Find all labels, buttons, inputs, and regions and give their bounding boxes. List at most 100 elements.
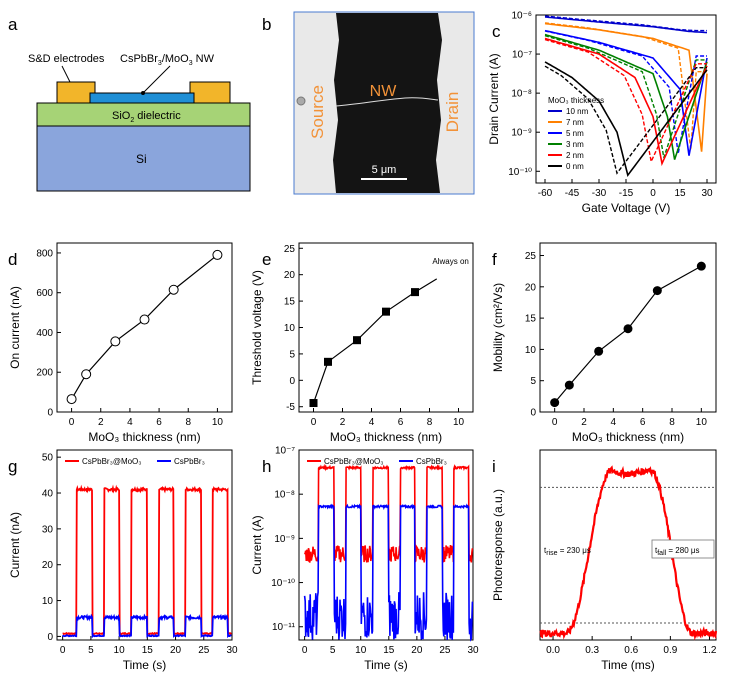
x-tick-label-d: 4: [127, 417, 133, 428]
y-tick-label-h: 10⁻⁷: [275, 446, 295, 457]
panel-label-g: g: [8, 457, 17, 476]
scale-bar-label: 5 μm: [372, 164, 397, 176]
rise-time-label: trise = 230 μs: [544, 546, 591, 557]
y-tick-label-d: 400: [36, 328, 53, 339]
plot-frame-e: [298, 242, 474, 413]
series-line-f: [554, 265, 702, 403]
y-tick-label-h: 10⁻⁹: [274, 534, 295, 545]
legend-label-c-3: 3 nm: [566, 140, 584, 149]
x-tick-label-e: 8: [427, 417, 433, 428]
y-tick-label-d: 600: [36, 288, 53, 299]
y-tick-label-e: 15: [284, 297, 296, 308]
data-point-e: [324, 357, 332, 366]
panel-label-i: i: [492, 457, 496, 476]
y-tick-label-f: 15: [525, 314, 537, 325]
x-tick-label-i: 0.6: [624, 645, 638, 656]
y-tick-label-g: 50: [42, 453, 54, 464]
y-axis-label-d: On current (nA): [8, 286, 22, 369]
series-dashed-c-0: [544, 15, 707, 32]
panel-label-f: f: [492, 250, 497, 269]
y-tick-label-h: 10⁻¹¹: [272, 622, 296, 633]
series-line-d: [71, 254, 218, 400]
legend-label-g-1: CsPbBr₃: [174, 457, 205, 466]
y-tick-label-e: 0: [289, 376, 295, 387]
y-tick-label-f: 10: [525, 345, 537, 356]
panel-label-d: d: [8, 250, 17, 269]
x-tick-label-g: 25: [198, 645, 210, 656]
y-axis-label-e: Threshold voltage (V): [250, 270, 264, 385]
x-tick-label-e: 10: [453, 417, 465, 428]
panel-i: i Time (ms) Photoresponse (a.u.) 0.0 0.3 0.6 0…: [491, 449, 718, 672]
plot-frame-g: [56, 449, 233, 641]
y-tick-label-f: 5: [530, 376, 536, 387]
y-tick-label-f: 20: [525, 282, 537, 293]
x-tick-label-h: 15: [383, 645, 395, 656]
y-tick-label-c: 10⁻⁹: [511, 128, 532, 139]
x-tick-label-e: 2: [340, 417, 346, 428]
x-axis-label-d: MoO₃ thickness (nm): [88, 430, 200, 444]
surface-particle: [296, 96, 306, 106]
x-tick-label-f: 10: [696, 417, 708, 428]
panel-d: d MoO₃ thickness (nm) On current (nA) 0 2 4 6 8…: [8, 242, 233, 444]
plot-frame-h: [298, 449, 474, 641]
panel-h: h Time (s) Current (A) 0 5 10 15 20 25 30 10⁻¹¹ 10⁻…: [250, 446, 479, 673]
data-point-d: [110, 336, 121, 347]
plot-frame-i: [539, 449, 717, 641]
x-tick-label-d: 0: [69, 417, 75, 428]
data-point-d: [66, 394, 77, 405]
y-tick-label-e: 25: [284, 244, 296, 255]
x-tick-label-h: 20: [411, 645, 423, 656]
x-tick-label-e: 6: [398, 417, 404, 428]
data-point-e: [309, 399, 318, 408]
dielectric-label: SiO2 dielectric: [112, 110, 181, 124]
y-axis-label-f: Mobility (cm²/Vs): [491, 283, 505, 372]
data-point-d: [139, 314, 150, 325]
data-point-f: [696, 261, 706, 271]
x-tick-label-c: 15: [674, 188, 686, 199]
y-tick-label-e: -5: [286, 402, 295, 413]
x-axis-label-i: Time (ms): [601, 658, 655, 672]
legend-label-c-4: 2 nm: [566, 151, 584, 160]
data-point-d: [212, 249, 223, 260]
x-tick-label-c: -30: [592, 188, 607, 199]
x-axis-label-g: Time (s): [123, 658, 167, 672]
x-tick-label-g: 10: [114, 645, 126, 656]
x-tick-label-g: 30: [226, 645, 238, 656]
y-tick-label-e: 10: [284, 323, 296, 334]
x-tick-label-g: 0: [60, 645, 66, 656]
series-line-c-4: [544, 37, 708, 167]
fall-time-label: tfall = 280 μs: [655, 546, 699, 557]
legend-title-c: MoO₃ thickness: [548, 96, 604, 105]
plot-frame-f: [539, 242, 717, 413]
x-tick-label-i: 0.3: [585, 645, 599, 656]
data-point-d: [81, 369, 92, 380]
x-tick-label-h: 5: [330, 645, 336, 656]
x-tick-label-d: 10: [212, 417, 224, 428]
data-point-f: [623, 324, 633, 334]
legend-label-c-5: 0 nm: [566, 162, 584, 171]
panel-f: f MoO₃ thickness (nm) Mobility (cm²/Vs) 0 2 4…: [491, 242, 717, 444]
y-axis-label-g: Current (nA): [8, 512, 22, 578]
y-tick-label-e: 20: [284, 270, 296, 281]
y-axis-label-h: Current (A): [250, 515, 264, 574]
y-tick-label-g: 0: [47, 632, 53, 643]
x-tick-label-i: 0.0: [546, 645, 560, 656]
data-point-d: [168, 284, 179, 295]
series-line-c-3: [544, 33, 708, 160]
series-line-i: [539, 465, 718, 641]
data-point-f: [550, 398, 560, 408]
x-tick-label-c: -45: [565, 188, 580, 199]
electrodes-label: S&D electrodes: [28, 53, 105, 65]
panel-label-b: b: [262, 15, 271, 34]
y-tick-label-g: 20: [42, 560, 54, 571]
y-tick-label-f: 25: [525, 251, 537, 262]
x-tick-label-f: 0: [552, 417, 558, 428]
panel-e: e MoO₃ thickness (nm) Threshold voltage (V…: [250, 242, 474, 444]
panel-label-a: a: [8, 15, 18, 34]
x-tick-label-h: 0: [302, 645, 308, 656]
y-tick-label-e: 5: [289, 349, 295, 360]
y-tick-label-c: 10⁻¹⁰: [508, 167, 532, 178]
legend-label-h-0: CsPbBr₃@MoO₃: [324, 457, 384, 466]
panel-label-h: h: [262, 457, 271, 476]
panel-a: a S&D electrodes CsPbBr3/MoO3 NW SiO2 di…: [8, 15, 251, 192]
